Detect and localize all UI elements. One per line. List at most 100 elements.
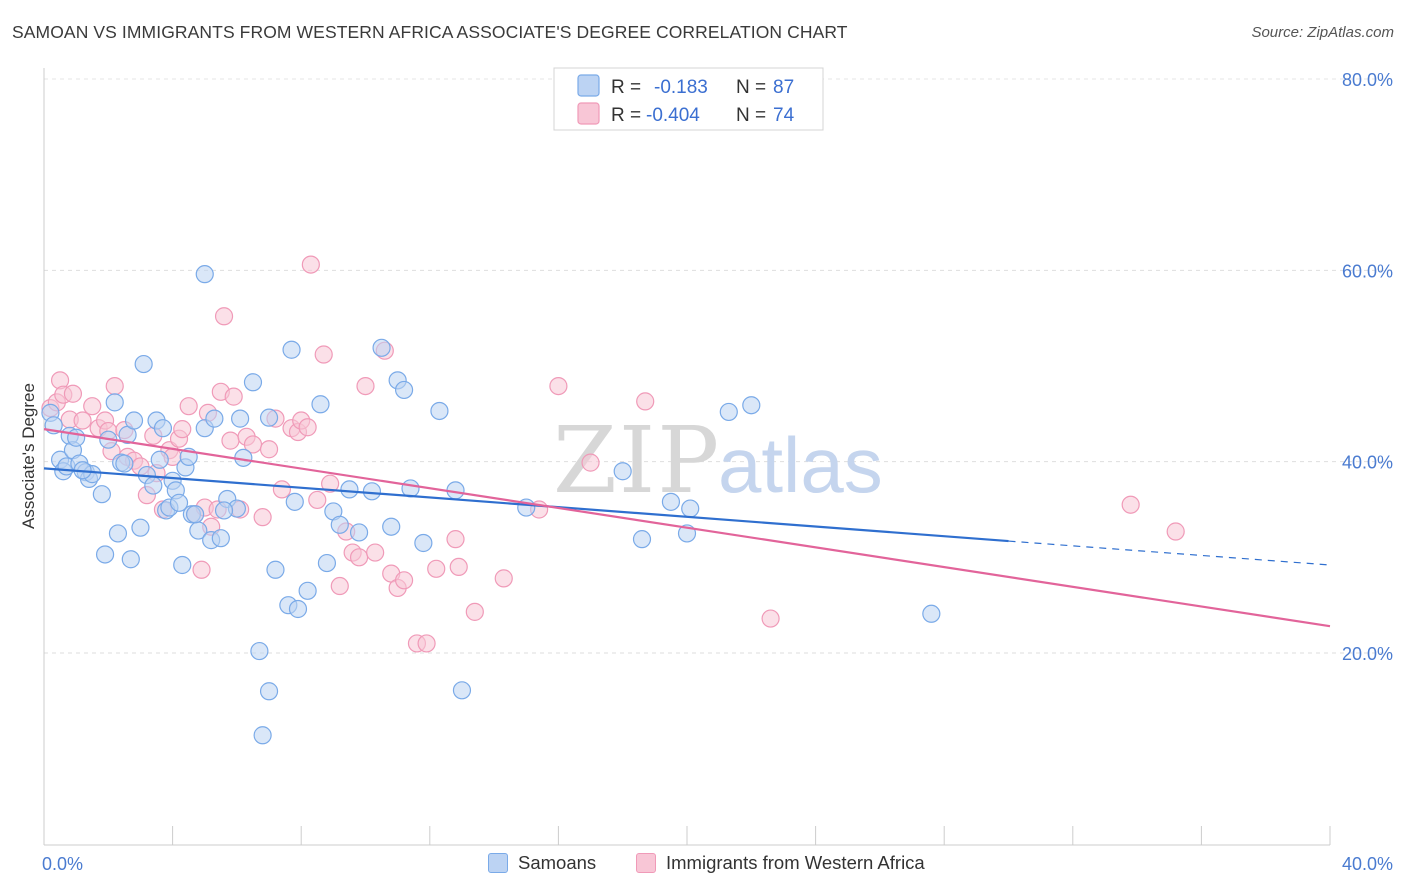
legend-swatch-samoans xyxy=(577,74,600,97)
legend-item-western-africa[interactable]: Immigrants from Western Africa xyxy=(636,852,925,874)
point-western-africa-70 xyxy=(581,453,600,472)
point-western-africa-69 xyxy=(549,376,568,396)
point-samoans-49 xyxy=(253,726,272,745)
point-samoans-41 xyxy=(205,409,224,428)
x-tick-label-1: 40.0% xyxy=(1342,854,1393,874)
point-samoans-65 xyxy=(382,517,401,536)
point-samoans-78 xyxy=(719,402,738,422)
legend-r-value-western-africa: -0.404 xyxy=(646,105,700,126)
trend-line-samoans xyxy=(43,467,1009,543)
point-samoans-77 xyxy=(681,499,700,518)
point-samoans-45 xyxy=(231,409,250,428)
point-western-africa-63 xyxy=(427,559,446,578)
point-western-africa-54 xyxy=(349,548,369,567)
point-western-africa-6 xyxy=(73,411,92,430)
point-samoans-20 xyxy=(124,411,144,430)
point-western-africa-50 xyxy=(321,474,340,493)
point-western-africa-39 xyxy=(253,508,272,527)
point-samoans-47 xyxy=(243,373,263,392)
point-samoans-50 xyxy=(259,408,279,427)
point-samoans-19 xyxy=(121,550,140,569)
point-western-africa-24 xyxy=(173,420,192,439)
y-tick-label-3: 80.0% xyxy=(1342,70,1393,90)
point-western-africa-55 xyxy=(356,376,375,396)
chart-title: SAMOAN VS IMMIGRANTS FROM WESTERN AFRICA… xyxy=(12,22,848,42)
y-tick-label-1: 40.0% xyxy=(1342,453,1393,473)
point-western-africa-66 xyxy=(465,602,484,621)
point-western-africa-46 xyxy=(298,418,317,437)
point-samoans-16 xyxy=(108,524,128,543)
point-western-africa-67 xyxy=(494,569,513,588)
point-samoans-57 xyxy=(298,581,317,600)
point-samoans-27 xyxy=(153,419,173,438)
point-samoans-7 xyxy=(67,428,86,447)
point-western-africa-74 xyxy=(1166,522,1185,541)
point-western-africa-7 xyxy=(83,397,102,416)
x-tick-label-0: 0.0% xyxy=(42,854,83,874)
point-samoans-55 xyxy=(285,492,304,511)
legend-r-label-2: R = xyxy=(611,105,641,126)
point-western-africa-65 xyxy=(449,557,468,577)
y-tick-label-0: 20.0% xyxy=(1342,644,1393,664)
x-tick-labels: 0.0% 40.0% xyxy=(42,854,1393,874)
legend-n-label-2: N = xyxy=(736,105,766,126)
point-western-africa-34 xyxy=(221,431,240,450)
point-western-africa-64 xyxy=(446,530,465,549)
trend-lines xyxy=(43,428,1331,628)
point-samoans-26 xyxy=(150,450,169,469)
point-samoans-42 xyxy=(211,529,230,548)
point-western-africa-33 xyxy=(214,307,234,326)
point-samoans-74 xyxy=(632,530,652,549)
point-samoans-54 xyxy=(282,340,301,359)
legend-n-label-1: N = xyxy=(736,77,766,98)
legend-label-western-africa: Immigrants from Western Africa xyxy=(666,852,925,873)
point-samoans-52 xyxy=(266,560,285,579)
y-tick-label-2: 60.0% xyxy=(1342,261,1393,281)
legend-n-value-western-africa: 74 xyxy=(773,105,795,126)
point-samoans-83 xyxy=(186,505,205,524)
legend-swatch-western-africa xyxy=(577,102,600,125)
point-samoans-24 xyxy=(144,476,163,495)
point-samoans-33 xyxy=(173,555,192,575)
point-western-africa-47 xyxy=(301,255,320,274)
point-western-africa-49 xyxy=(314,345,333,364)
point-western-africa-12 xyxy=(105,376,124,396)
y-axis-label: Associate's Degree xyxy=(19,383,38,529)
source-label: Source: ZipAtlas.com xyxy=(1251,24,1394,41)
point-western-africa-71 xyxy=(636,392,655,411)
point-samoans-51 xyxy=(259,682,279,701)
point-samoans-71 xyxy=(452,681,472,700)
trend-line-western-africa xyxy=(43,428,1331,628)
watermark: ZIP atlas xyxy=(553,407,883,514)
point-samoans-63 xyxy=(362,482,382,501)
point-western-africa-73 xyxy=(1121,495,1140,514)
point-samoans-68 xyxy=(401,479,420,498)
point-samoans-79 xyxy=(742,396,761,415)
point-samoans-48 xyxy=(250,641,269,661)
point-western-africa-40 xyxy=(259,440,279,459)
legend-n-value-samoans: 87 xyxy=(773,77,794,98)
trend-line-extension-samoans xyxy=(1008,540,1331,566)
point-western-africa-72 xyxy=(761,609,780,628)
point-samoans-59 xyxy=(317,553,337,573)
watermark-atlas: atlas xyxy=(718,421,883,509)
point-samoans-61 xyxy=(330,515,349,534)
point-samoans-62 xyxy=(340,480,359,499)
point-samoans-80 xyxy=(922,604,941,623)
point-samoans-82 xyxy=(115,454,134,473)
y-tick-labels: 20.0% 40.0% 60.0% 80.0% xyxy=(1342,70,1393,664)
grid-lines xyxy=(44,78,1392,654)
legend-label-samoans: Samoans xyxy=(518,852,597,873)
point-samoans-67 xyxy=(394,380,414,400)
legend-item-samoans[interactable]: Samoans xyxy=(488,852,596,874)
point-western-africa-62 xyxy=(417,634,436,653)
point-western-africa-27 xyxy=(192,560,211,579)
axes xyxy=(43,68,1331,846)
legend-r-value-samoans: -0.183 xyxy=(654,77,708,98)
point-samoans-13 xyxy=(95,545,115,564)
point-samoans-32 xyxy=(169,493,189,512)
point-samoans-12 xyxy=(92,485,111,504)
point-western-africa-35 xyxy=(224,387,243,406)
point-samoans-75 xyxy=(661,492,681,511)
